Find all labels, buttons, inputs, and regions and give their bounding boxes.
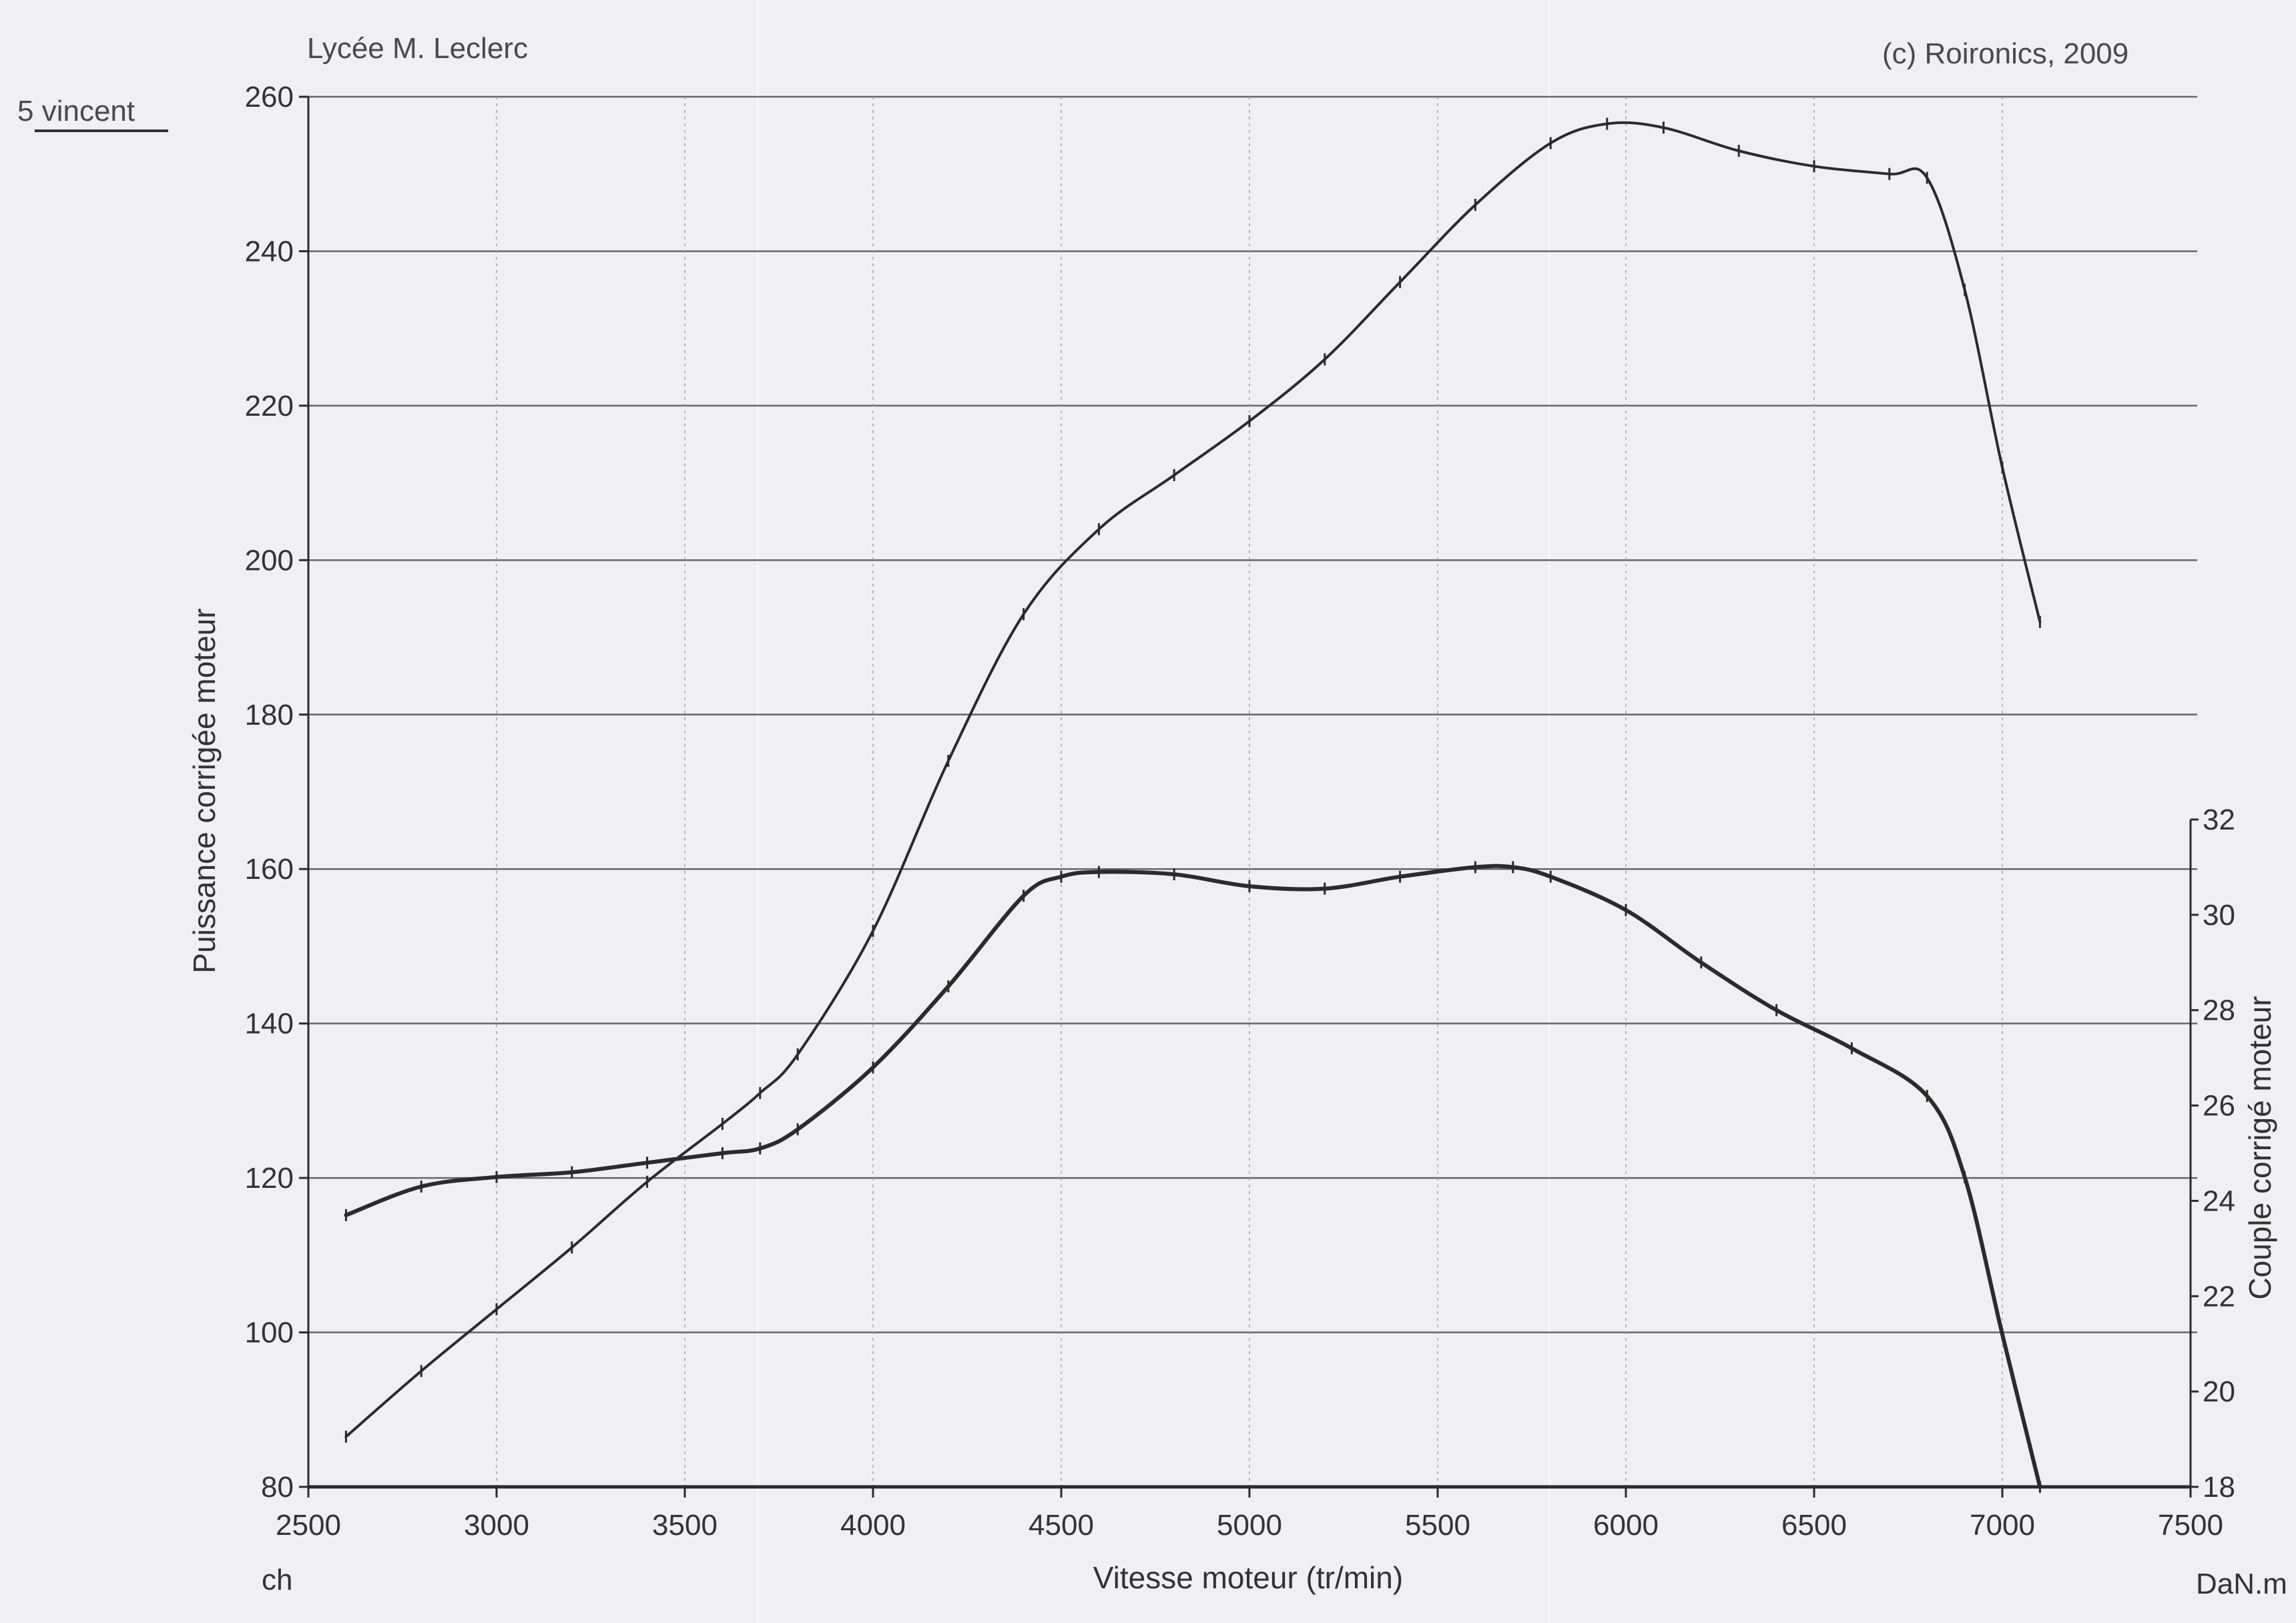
x-tick-label: 7000	[1970, 1509, 2035, 1542]
axes	[299, 95, 2199, 1498]
paper-fold	[757, 0, 759, 1623]
y-axis-label: Puissance corrigée moteur	[187, 608, 222, 973]
x-tick-labels: 2500 3000 3500 4000 4500 5000 5500 6000 6500 7000…	[276, 1509, 2223, 1542]
y-tick-label: 140	[245, 1008, 294, 1040]
x-tick-label: 4500	[1029, 1509, 1094, 1542]
y-tick-label: 260	[245, 81, 294, 113]
power-curve	[344, 121, 2042, 1438]
x-tick-label: 6500	[1781, 1509, 1847, 1542]
owner-underline	[35, 129, 168, 132]
y-tick-label: 180	[245, 699, 294, 731]
series-lines	[344, 117, 2042, 1493]
y-tick-label: 120	[245, 1162, 294, 1195]
y2-tick-label: 30	[2203, 899, 2235, 932]
school-note: Lycée M. Leclerc	[307, 32, 528, 65]
copyright-note: (c) Roironics, 2009	[1882, 37, 2129, 70]
y-tick-label: 160	[245, 853, 294, 886]
paper-fold	[1548, 0, 1550, 1623]
owner-note: 5 vincent	[17, 95, 135, 127]
torque-curve	[344, 864, 2042, 1489]
y2-tick-label: 20	[2203, 1375, 2235, 1408]
x-tick-label: 5000	[1217, 1509, 1282, 1542]
x-tick-label: 3500	[652, 1509, 718, 1542]
y-tick-label: 100	[245, 1317, 294, 1349]
y-tick-label: 220	[245, 390, 294, 422]
y2-tick-label: 26	[2203, 1090, 2235, 1122]
y2-tick-label: 28	[2203, 994, 2235, 1027]
y2-tick-labels: 18 20 22 24 26 28 30 32	[2203, 803, 2235, 1504]
x-tick-label: 6000	[1593, 1509, 1659, 1542]
y2-tick-label: 24	[2203, 1185, 2235, 1217]
x-axis-label: Vitesse moteur (tr/min)	[1093, 1560, 1403, 1595]
x-tick-label: 3000	[464, 1509, 529, 1542]
y-tick-labels: 80 100 120 140 160 180 200 220 240 260	[245, 81, 294, 1504]
y2-tick-label: 22	[2203, 1280, 2235, 1313]
grid-lines	[308, 95, 2197, 1487]
y2-tick-label: 18	[2203, 1471, 2235, 1504]
x-tick-label: 4000	[840, 1509, 906, 1542]
y2-unit-label: DaN.m	[2196, 1568, 2287, 1600]
x-tick-label: 5500	[1405, 1509, 1470, 1542]
y-tick-label: 80	[261, 1471, 294, 1504]
y-tick-label: 240	[245, 235, 294, 268]
x-tick-label: 2500	[276, 1509, 341, 1542]
x-unit-label: ch	[262, 1564, 292, 1596]
y-tick-label: 200	[245, 544, 294, 577]
y2-axis-label: Couple corrigé moteur	[2243, 996, 2277, 1299]
x-tick-label: 7500	[2158, 1509, 2223, 1542]
y2-tick-label: 32	[2203, 803, 2235, 836]
